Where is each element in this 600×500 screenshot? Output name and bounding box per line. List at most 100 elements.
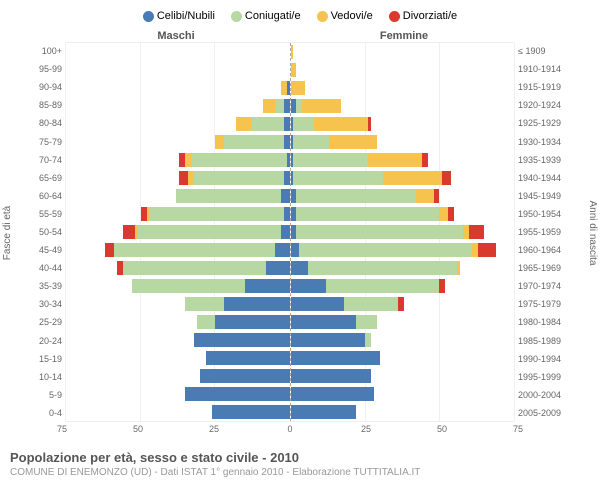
bar-segment (263, 99, 275, 113)
bar-segment (291, 405, 357, 419)
pyramid-row (66, 367, 290, 385)
age-label: 65-69 (22, 169, 62, 187)
pyramid-row (66, 151, 290, 169)
age-label: 90-94 (22, 78, 62, 96)
bar (291, 225, 485, 239)
bar-segment (291, 333, 365, 347)
bar-segment (457, 261, 460, 275)
birth-label: 2000-2004 (518, 386, 578, 404)
bar-segment (448, 207, 454, 221)
birth-label: 2005-2009 (518, 404, 578, 422)
pyramid-row (66, 295, 290, 313)
bar (263, 99, 290, 113)
pyramid-row (291, 349, 515, 367)
bar (291, 81, 306, 95)
bar-segment (442, 171, 451, 185)
bar-segment (251, 117, 284, 131)
birth-label: 1965-1969 (518, 259, 578, 277)
legend-label: Celibi/Nubili (157, 10, 215, 22)
bar-segment (194, 333, 289, 347)
pyramid-row (291, 259, 515, 277)
bar (291, 189, 440, 203)
bar-segment (291, 351, 380, 365)
bar-segment (275, 243, 290, 257)
pyramid-row (66, 133, 290, 151)
bar (291, 171, 452, 185)
bar-segment (212, 405, 289, 419)
bar-segment (291, 81, 306, 95)
pyramid-row (66, 115, 290, 133)
pyramid-row (291, 187, 515, 205)
pyramid-row (291, 115, 515, 133)
age-label: 40-44 (22, 259, 62, 277)
pyramid-row (291, 403, 515, 421)
pyramid-row (66, 385, 290, 403)
birth-label: 1915-1919 (518, 78, 578, 96)
x-tick: 50 (437, 424, 447, 434)
pyramid-row (66, 169, 290, 187)
bar (291, 261, 461, 275)
legend-item: Divorziati/e (389, 10, 457, 22)
bar (105, 243, 290, 257)
pyramid-row (66, 349, 290, 367)
bar-segment (284, 207, 290, 221)
legend-swatch (317, 11, 328, 22)
age-label: 45-49 (22, 241, 62, 259)
bar-segment (356, 315, 377, 329)
bar-segment (344, 297, 398, 311)
bar-segment (308, 261, 457, 275)
pyramid-row (291, 205, 515, 223)
header-male: Maschi (62, 30, 290, 42)
pyramid-row (66, 43, 290, 61)
birth-label: 1985-1989 (518, 332, 578, 350)
birth-label: 1950-1954 (518, 205, 578, 223)
bar-segment (299, 243, 472, 257)
bar (291, 405, 357, 419)
pyramid-row (291, 133, 515, 151)
age-label: 100+ (22, 42, 62, 60)
y-axis-label-right: Anni di nascita (587, 200, 598, 265)
bar (291, 333, 371, 347)
bar (132, 279, 290, 293)
bar (197, 315, 289, 329)
bar-segment (296, 207, 439, 221)
bar-segment (284, 99, 290, 113)
bar-segment (123, 225, 135, 239)
bar-segment (291, 63, 297, 77)
age-label: 85-89 (22, 96, 62, 114)
x-tick: 75 (513, 424, 523, 434)
bar-segment (478, 243, 496, 257)
age-label: 95-99 (22, 60, 62, 78)
bar-segment (293, 171, 382, 185)
bar-segment (224, 135, 284, 149)
pyramid-row (66, 61, 290, 79)
pyramid-row (291, 277, 515, 295)
bar (291, 117, 371, 131)
birth-label: 1930-1934 (518, 132, 578, 150)
bar-segment (291, 315, 357, 329)
pyramid-row (291, 151, 515, 169)
legend-label: Divorziati/e (403, 10, 457, 22)
pyramid-row (66, 277, 290, 295)
bar (291, 387, 374, 401)
birth-label: 1990-1994 (518, 350, 578, 368)
age-label: 20-24 (22, 332, 62, 350)
bar-segment (281, 225, 290, 239)
bar-segment (185, 297, 224, 311)
bar-segment (284, 117, 290, 131)
age-label: 60-64 (22, 187, 62, 205)
age-label: 25-29 (22, 313, 62, 331)
pyramid-row (66, 97, 290, 115)
bar (291, 63, 297, 77)
bar-segment (439, 279, 445, 293)
x-axis: 7550250255075 (22, 424, 578, 436)
pyramid-row (291, 97, 515, 115)
bar-segment (236, 117, 251, 131)
bar-segment (114, 243, 275, 257)
birth-label: 1925-1929 (518, 114, 578, 132)
bar (281, 81, 290, 95)
bar (291, 315, 377, 329)
pyramid-row (66, 403, 290, 421)
bar-segment (368, 117, 371, 131)
bar-segment (215, 135, 224, 149)
